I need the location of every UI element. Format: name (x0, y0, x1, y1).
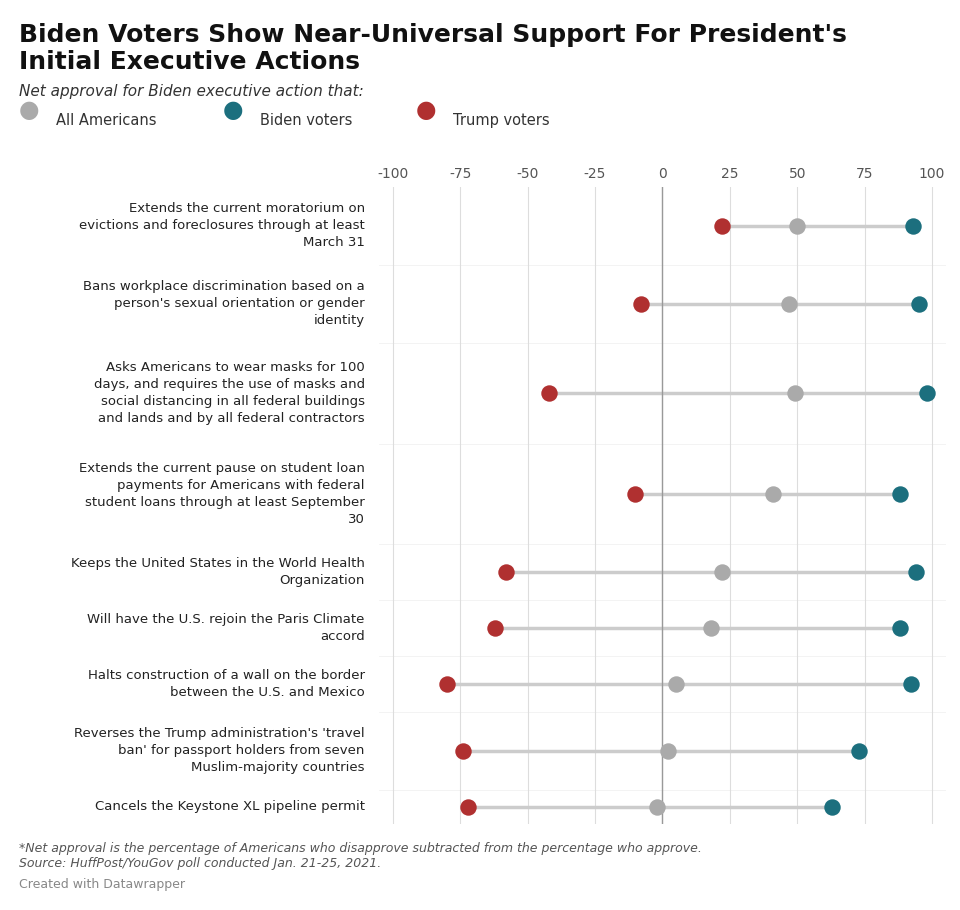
Text: Bans workplace discrimination based on a
person's sexual orientation or gender
i: Bans workplace discrimination based on a… (84, 280, 365, 328)
Text: Cancels the Keystone XL pipeline permit: Cancels the Keystone XL pipeline permit (95, 800, 365, 814)
Text: Extends the current pause on student loan
payments for Americans with federal
st: Extends the current pause on student loa… (79, 462, 365, 526)
Point (825, 800, 840, 814)
Point (455, 743, 470, 758)
Point (781, 297, 797, 311)
Point (704, 621, 719, 635)
Point (714, 218, 730, 233)
Text: Will have the U.S. rejoin the Paris Climate
accord: Will have the U.S. rejoin the Paris Clim… (87, 613, 365, 643)
Point (905, 218, 921, 233)
Point (902, 676, 918, 691)
Point (498, 565, 514, 580)
Point (908, 565, 924, 580)
Text: ●: ● (223, 98, 244, 122)
Point (789, 218, 804, 233)
Point (488, 621, 503, 635)
Point (541, 386, 557, 400)
Text: Net approval for Biden executive action that:: Net approval for Biden executive action … (19, 84, 364, 98)
Point (668, 676, 684, 691)
Point (660, 743, 676, 758)
Point (714, 565, 730, 580)
Point (628, 487, 643, 501)
Text: ●: ● (416, 98, 437, 122)
Point (461, 800, 476, 814)
Text: All Americans: All Americans (56, 113, 156, 127)
Point (892, 487, 907, 501)
Point (765, 487, 780, 501)
Text: Extends the current moratorium on
evictions and foreclosures through at least
Ma: Extends the current moratorium on evicti… (79, 202, 365, 249)
Text: Halts construction of a wall on the border
between the U.S. and Mexico: Halts construction of a wall on the bord… (87, 669, 365, 699)
Text: Source: HuffPost/YouGov poll conducted Jan. 21-25, 2021.: Source: HuffPost/YouGov poll conducted J… (19, 857, 381, 870)
Text: Biden Voters Show Near-Universal Support For President's: Biden Voters Show Near-Universal Support… (19, 23, 847, 46)
Text: Reverses the Trump administration's 'travel
ban' for passport holders from seven: Reverses the Trump administration's 'tra… (74, 727, 365, 774)
Point (649, 800, 664, 814)
Point (919, 386, 934, 400)
Text: *Net approval is the percentage of Americans who disapprove subtracted from the : *Net approval is the percentage of Ameri… (19, 842, 702, 854)
Text: Asks Americans to wear masks for 100
days, and requires the use of masks and
soc: Asks Americans to wear masks for 100 day… (94, 361, 365, 425)
Point (439, 676, 454, 691)
Text: Initial Executive Actions: Initial Executive Actions (19, 50, 360, 74)
Point (852, 743, 867, 758)
Point (911, 297, 926, 311)
Text: ●: ● (19, 98, 39, 122)
Point (787, 386, 803, 400)
Text: Biden voters: Biden voters (259, 113, 352, 127)
Text: Keeps the United States in the World Health
Organization: Keeps the United States in the World Hea… (71, 557, 365, 587)
Point (634, 297, 649, 311)
Text: Created with Datawrapper: Created with Datawrapper (19, 878, 185, 891)
Text: Trump voters: Trump voters (453, 113, 549, 127)
Point (892, 621, 907, 635)
